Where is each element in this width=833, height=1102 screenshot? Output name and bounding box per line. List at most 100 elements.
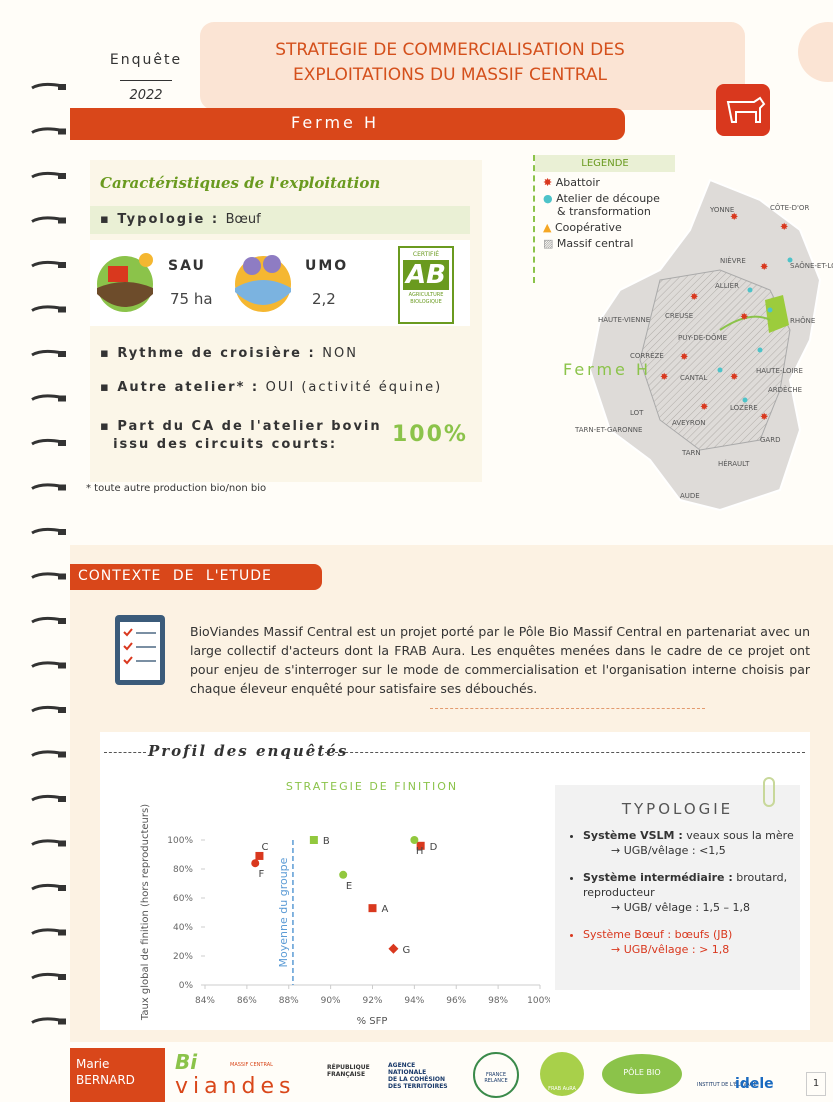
ring — [31, 705, 63, 713]
department-label: CANTAL — [680, 374, 707, 382]
y-tick-label: 80% — [173, 865, 193, 875]
ring — [31, 616, 63, 624]
survey-icon — [115, 615, 165, 685]
ring-hole — [58, 128, 66, 135]
ring-hole — [58, 173, 66, 179]
typology-row: ▪ Typologie : Bœuf — [100, 212, 261, 227]
ring — [31, 794, 63, 802]
legend: LEGENDE ✸ Abattoir ● Atelier de découpe … — [533, 155, 683, 283]
logo-pole: PÔLE BIO — [602, 1054, 682, 1094]
ring — [31, 1017, 63, 1024]
x-tick-label: 90% — [321, 996, 341, 1006]
ring-hole — [58, 440, 66, 446]
binding — [31, 82, 66, 1025]
typology-box — [555, 785, 800, 990]
title-line: STRATEGIE DE COMMERCIALISATION DES — [275, 40, 625, 60]
x-tick-label: 100% — [527, 996, 550, 1006]
label: Typologie : — [117, 212, 220, 227]
land-icon — [235, 255, 291, 312]
ab-logo: CERTIFIÉ AB AGRICULTURE BIOLOGIQUE — [398, 246, 454, 324]
ring-hole — [58, 262, 66, 268]
farm-name: Ferme H — [290, 113, 379, 132]
point — [410, 836, 419, 844]
svg-text:✸: ✸ — [730, 372, 738, 383]
divider — [430, 708, 705, 709]
ab: AB — [403, 260, 449, 290]
item-bold: Système intermédiaire : — [583, 871, 733, 884]
y-tick-label: 100% — [167, 836, 193, 846]
department-label: RHÔNE — [790, 316, 815, 325]
ring — [31, 928, 63, 935]
context-text: BioViandes Massif Central est un projet … — [190, 624, 810, 696]
profile-title: Profil des enquêtés — [148, 742, 349, 760]
t: AGENCE — [388, 1062, 416, 1069]
ring — [31, 883, 63, 891]
chart: STRATEGIE DE FINITION % SFP Taux global … — [140, 780, 550, 1027]
ring-hole — [58, 217, 66, 224]
logo-idele: INSTITUT DE L'ÉLEVAGE — [697, 1082, 757, 1088]
department-label: TARN-ET-GARONNE — [574, 426, 642, 434]
point — [309, 836, 318, 844]
ring — [31, 82, 63, 90]
sau-value: 75 ha — [170, 290, 213, 308]
ring-hole — [58, 796, 66, 802]
department-label: TARN — [681, 449, 701, 457]
legend-item: ▨ Massif central — [543, 237, 634, 250]
ab-sub: AGRICULTURE BIOLOGIQUE — [408, 292, 444, 305]
ring — [31, 572, 63, 579]
svg-text:✸: ✸ — [730, 212, 738, 223]
point — [416, 841, 425, 850]
part-value: 100% — [392, 422, 468, 447]
department-label: ARDÈCHE — [768, 385, 802, 394]
sau-label: SAU — [168, 258, 206, 274]
part-row: ▪ Part du CA de l'atelier bovin issu des… — [100, 419, 382, 452]
typology-item: Système intermédiaire : broutard, reprod… — [583, 870, 823, 915]
item-text: broutard, reproducteur — [583, 871, 788, 899]
farm-icon — [97, 253, 153, 312]
legend-text: & transformation — [557, 205, 651, 218]
ring-hole — [58, 662, 66, 669]
header-band — [200, 22, 745, 110]
logo-frab: FRAB AuRA — [540, 1052, 584, 1096]
legend-item: ▲ Coopérative — [543, 221, 622, 234]
typology-list: Système VSLM : veaux sous la mère → UGB/v… — [555, 828, 823, 969]
cert: CERTIFIÉ — [412, 251, 440, 258]
svg-text:✸: ✸ — [680, 352, 688, 363]
typology-band — [90, 206, 470, 234]
title-line: EXPLOITATIONS DU MASSIF CENTRAL — [293, 65, 607, 85]
autre-row: ▪ Autre atelier* : OUI (activité équine) — [100, 380, 443, 395]
label: Part du CA de l'atelier bovin — [117, 419, 382, 434]
logo-rf: RÉPUBLIQUE FRANÇAISE — [327, 1064, 370, 1078]
y-tick-label: 40% — [173, 923, 193, 933]
logo-bio: Bi — [175, 1050, 198, 1074]
ring-hole — [58, 974, 66, 980]
legend-text: Coopérative — [554, 221, 622, 234]
department-label: GARD — [760, 436, 780, 444]
logo-viandes: viandes — [175, 1074, 296, 1099]
y-tick-label: 60% — [173, 894, 193, 904]
department-label: LOZÈRE — [730, 403, 758, 412]
legend-item: ✸ Abattoir — [543, 176, 600, 189]
svg-text:✸: ✸ — [760, 262, 768, 273]
svg-text:✸: ✸ — [780, 222, 788, 233]
department-label: HÉRAULT — [718, 459, 750, 468]
label: Autre atelier* : — [117, 380, 260, 395]
rule — [120, 80, 172, 81]
rule — [104, 752, 146, 753]
point — [255, 851, 264, 860]
department-label: LOT — [630, 409, 644, 417]
department-label: CREUSE — [665, 312, 693, 320]
ring-hole — [58, 529, 66, 535]
x-tick-label: 92% — [362, 996, 382, 1006]
svg-text:✸: ✸ — [740, 312, 748, 323]
department-label: YONNE — [709, 206, 734, 214]
ring — [31, 438, 63, 446]
point-label: H — [416, 846, 424, 857]
x-tick-label: 86% — [237, 996, 257, 1006]
item-text: bœufs (JB) — [674, 928, 733, 941]
point-label: F — [258, 869, 264, 880]
point — [388, 943, 399, 954]
footnote: * toute autre production bio/non bio — [86, 483, 267, 494]
ring — [31, 127, 63, 134]
